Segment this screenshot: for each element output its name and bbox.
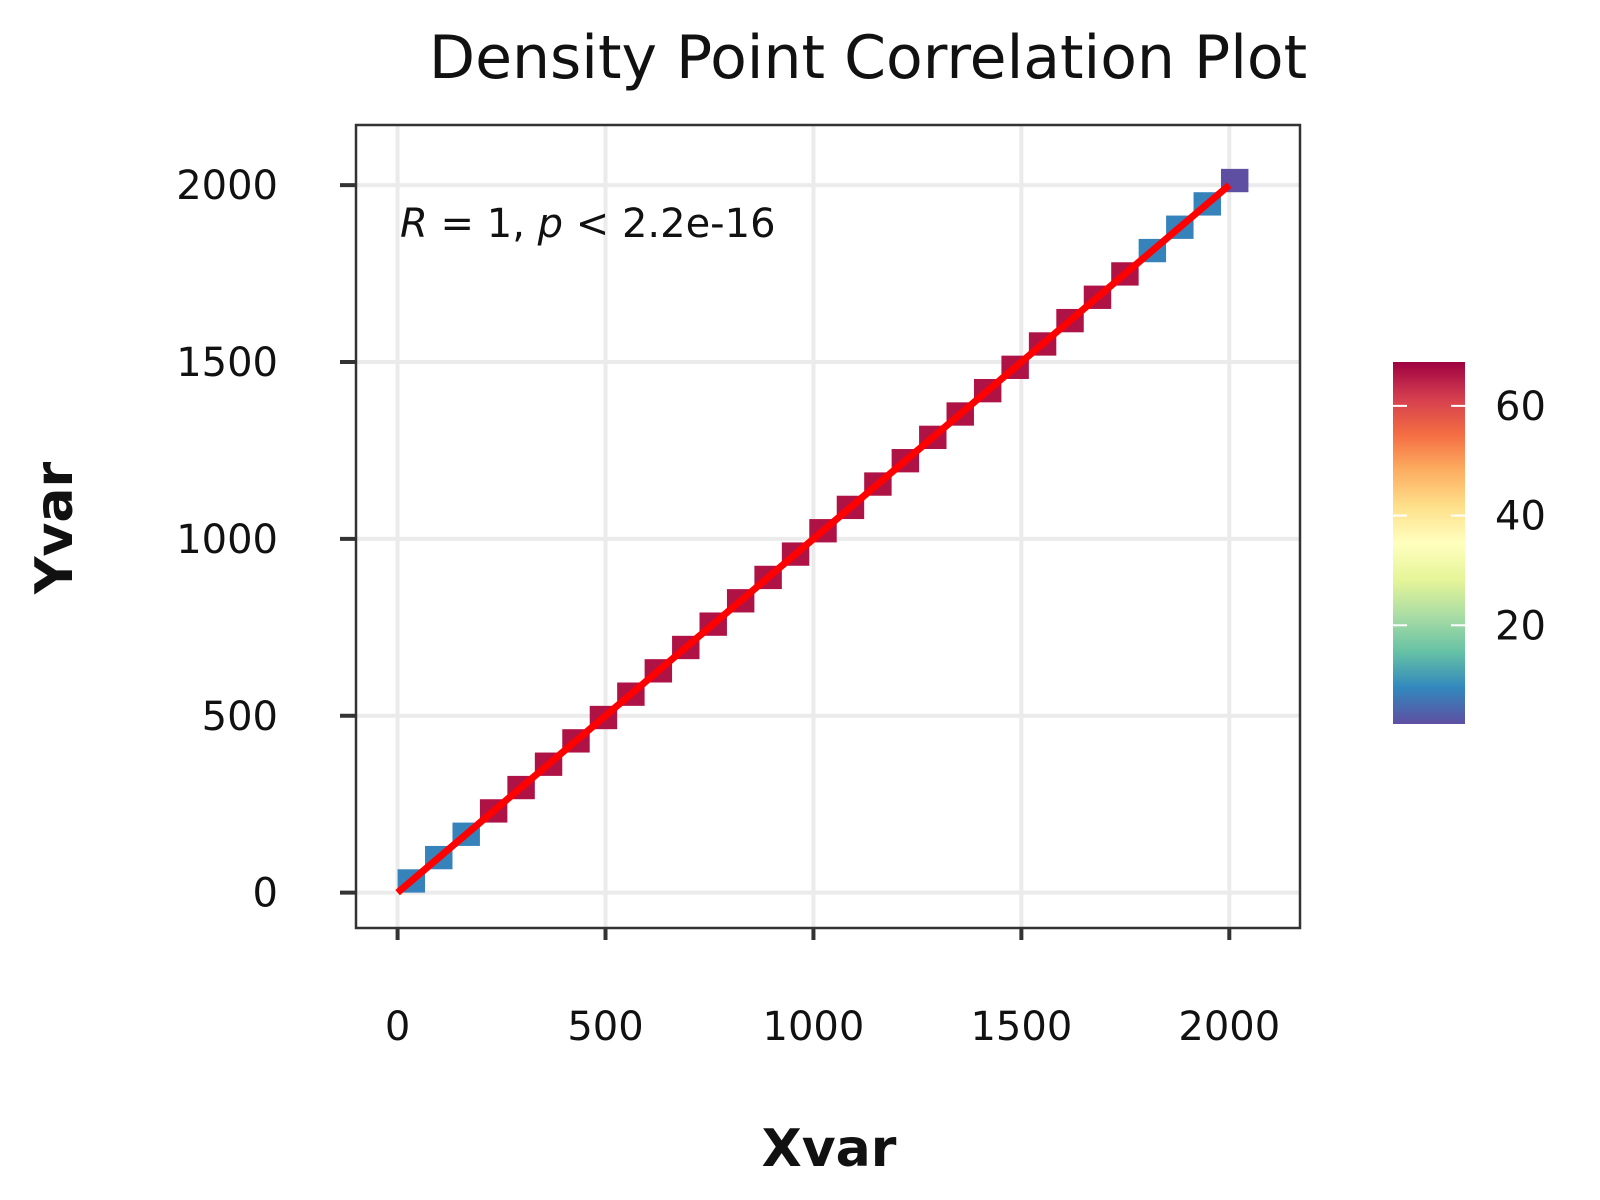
annotation-part: < 2.2e-16 bbox=[563, 201, 776, 247]
legend-label: 60 bbox=[1495, 384, 1546, 430]
y-tick-label: 2000 bbox=[176, 163, 278, 209]
legend-label: 20 bbox=[1495, 603, 1546, 649]
y-tick-label: 1000 bbox=[176, 517, 278, 563]
legend-label: 40 bbox=[1495, 494, 1546, 540]
x-tick-label: 1500 bbox=[970, 1004, 1072, 1050]
y-tick-label: 500 bbox=[202, 694, 278, 740]
x-axis-title: Xvar bbox=[762, 1119, 897, 1179]
x-tick-label: 0 bbox=[385, 1004, 410, 1050]
annotation-part: = 1, bbox=[428, 201, 538, 247]
y-tick-label: 1500 bbox=[176, 340, 278, 386]
x-axis: 0 500 1000 1500 2000 bbox=[385, 928, 1280, 1050]
y-axis-title: Yvar bbox=[25, 462, 85, 596]
annotation-part: p bbox=[537, 201, 563, 247]
color-legend: 20 40 60 bbox=[1393, 362, 1546, 724]
correlation-annotation: R = 1, p < 2.2e-16 bbox=[400, 201, 776, 247]
x-tick-label: 1000 bbox=[763, 1004, 865, 1050]
legend-colorbar bbox=[1393, 362, 1465, 724]
x-tick-label: 2000 bbox=[1178, 1004, 1280, 1050]
regression-line bbox=[395, 182, 1232, 896]
x-tick-label: 500 bbox=[567, 1004, 643, 1050]
y-axis: 0 500 1000 1500 2000 bbox=[176, 163, 356, 917]
plot-panel-border bbox=[354, 123, 1302, 930]
annotation-part: R bbox=[400, 201, 428, 247]
y-tick-label: 0 bbox=[253, 871, 278, 917]
chart-title: Density Point Correlation Plot bbox=[429, 23, 1307, 93]
